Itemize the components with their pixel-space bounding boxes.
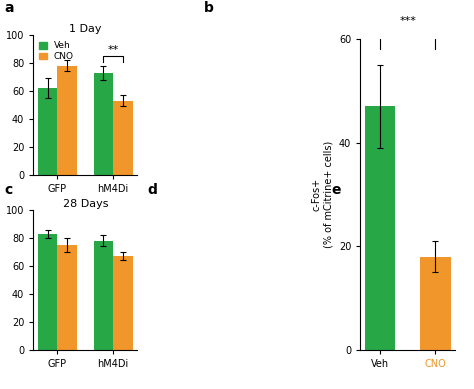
Y-axis label: c-Fos+
(% of mCitrine+ cells): c-Fos+ (% of mCitrine+ cells) [312, 141, 333, 248]
Bar [94, 73, 113, 175]
Title: 1 Day: 1 Day [69, 24, 101, 34]
Text: c: c [5, 184, 13, 198]
Bar [38, 88, 57, 175]
Text: a: a [5, 1, 14, 15]
Text: b: b [204, 1, 214, 15]
Bar [38, 234, 57, 350]
Text: d: d [147, 184, 157, 198]
Bar [365, 106, 395, 350]
Bar [94, 241, 113, 350]
Bar [420, 257, 451, 350]
Legend: Veh, CNO: Veh, CNO [38, 40, 76, 63]
Bar [113, 101, 133, 175]
Bar [113, 256, 133, 350]
Text: **: ** [108, 45, 119, 55]
Bar [57, 245, 77, 350]
Text: e: e [332, 184, 341, 198]
Bar [57, 66, 77, 175]
Title: 28 Days: 28 Days [63, 199, 108, 209]
Text: ***: *** [399, 16, 416, 26]
